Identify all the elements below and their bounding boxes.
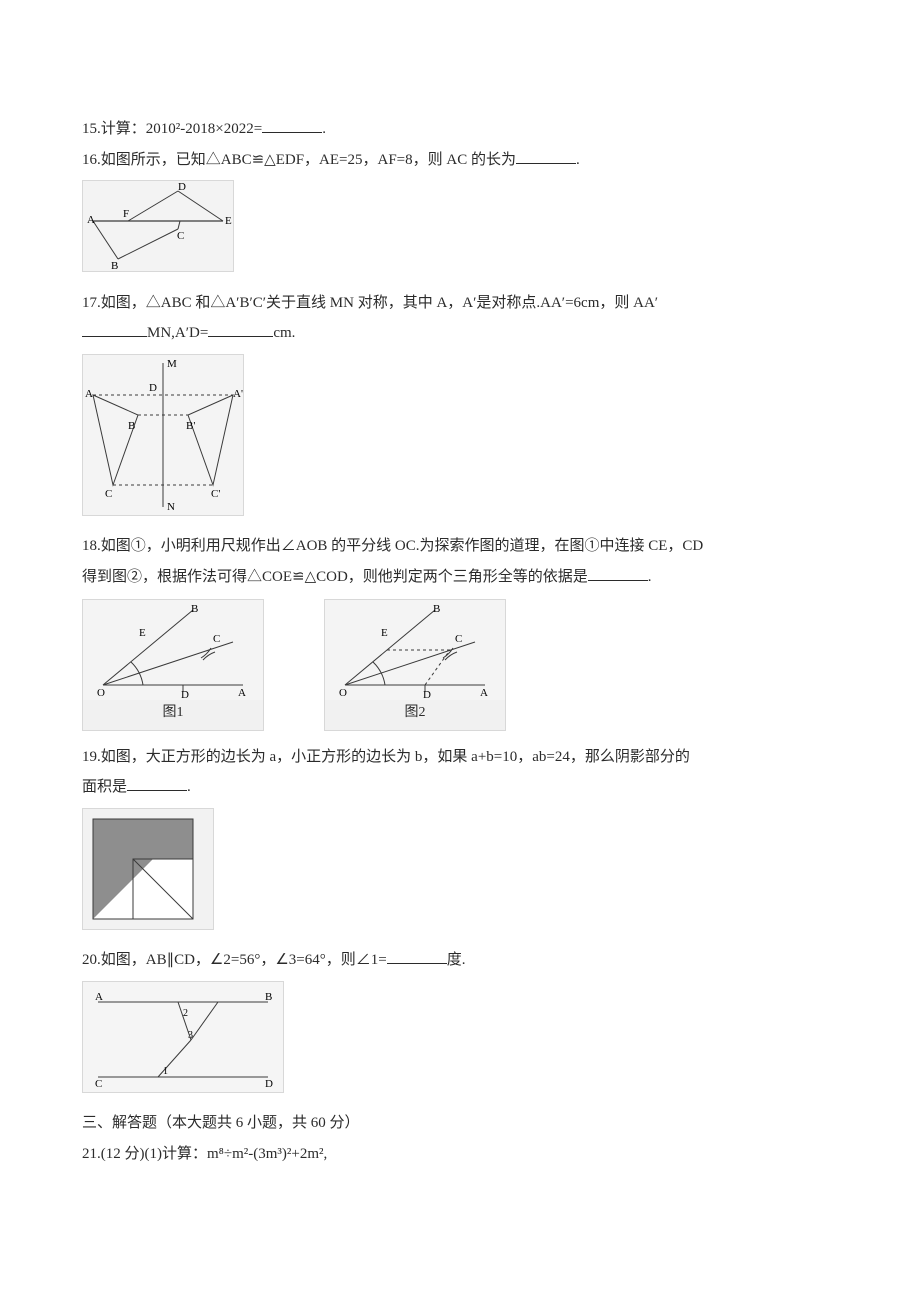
q19-text1: 19.如图，大正方形的边长为 a，小正方形的边长为 b，如果 a+b=10，ab… bbox=[82, 749, 690, 765]
svg-text:A: A bbox=[95, 991, 103, 1003]
svg-text:D: D bbox=[181, 689, 189, 700]
q16-tail: . bbox=[576, 152, 580, 168]
q17-figure: M N A A' B B' C C' D bbox=[82, 354, 244, 516]
svg-text:C': C' bbox=[211, 488, 220, 500]
q16-line1: 16.如图所示，已知△ABC≌△EDF，AE=25，AF=8，则 AC 的长为. bbox=[82, 146, 838, 175]
svg-text:C: C bbox=[213, 633, 220, 645]
lblB: B bbox=[111, 260, 118, 271]
q17-line2: MN,A′D= cm. bbox=[82, 319, 838, 348]
q18-cap1: 图1 bbox=[83, 700, 263, 730]
q18-text1: 18.如图①，小明利用尺规作出∠AOB 的平分线 OC.为探索作图的道理，在图①… bbox=[82, 538, 703, 554]
svg-text:B': B' bbox=[186, 420, 195, 432]
q17-mid2: MN,A′D= bbox=[147, 325, 208, 341]
lblA: A bbox=[87, 214, 95, 226]
svg-text:D: D bbox=[265, 1078, 273, 1090]
svg-text:E: E bbox=[381, 627, 388, 639]
q18-cap2: 图2 bbox=[325, 700, 505, 730]
svg-text:1: 1 bbox=[163, 1066, 168, 1077]
q20-tail: 度. bbox=[447, 952, 466, 968]
svg-text:C: C bbox=[95, 1078, 102, 1090]
q20-line1: 20.如图，AB∥CD，∠2=56°，∠3=64°，则∠1= 度. bbox=[82, 946, 838, 975]
svg-text:E: E bbox=[139, 627, 146, 639]
svg-text:B: B bbox=[265, 991, 272, 1003]
q19-blank[interactable] bbox=[127, 774, 187, 792]
svg-text:O: O bbox=[339, 687, 347, 699]
svg-text:M: M bbox=[167, 358, 177, 370]
svg-text:N: N bbox=[167, 501, 175, 513]
lblD: D bbox=[178, 181, 186, 193]
q18-line1: 18.如图①，小明利用尺规作出∠AOB 的平分线 OC.为探索作图的道理，在图①… bbox=[82, 532, 838, 561]
svg-text:A: A bbox=[480, 687, 488, 699]
q17-text1: 17.如图，△ABC 和△A′B′C′关于直线 MN 对称，其中 A，A′是对称… bbox=[82, 295, 658, 311]
lblF: F bbox=[123, 208, 129, 220]
q18-text2: 得到图②，根据作法可得△COE≌△COD，则他判定两个三角形全等的依据是 bbox=[82, 569, 588, 585]
svg-text:2: 2 bbox=[183, 1008, 188, 1019]
q19-line2: 面积是. bbox=[82, 773, 838, 802]
q15-label: 15.计算： bbox=[82, 121, 146, 137]
q18-figures: O A B C D E 图1 O A B C D E 图2 bbox=[82, 595, 838, 737]
svg-text:A: A bbox=[85, 388, 93, 400]
q19-figure bbox=[82, 808, 214, 930]
svg-text:D: D bbox=[149, 382, 157, 394]
q17-blank1[interactable] bbox=[82, 320, 147, 338]
lblE: E bbox=[225, 215, 232, 227]
q17-tail2: cm. bbox=[273, 325, 295, 341]
q21-text: 21.(12 分)(1)计算：m⁸÷m²-(3m³)²+2m², bbox=[82, 1146, 327, 1162]
q17-blank2[interactable] bbox=[208, 320, 273, 338]
q15: 15.计算：2010²-2018×2022=. bbox=[82, 115, 838, 144]
svg-text:3: 3 bbox=[188, 1030, 193, 1041]
svg-text:C: C bbox=[455, 633, 462, 645]
q18-fig2: O A B C D E 图2 bbox=[324, 599, 506, 731]
q19-line1: 19.如图，大正方形的边长为 a，小正方形的边长为 b，如果 a+b=10，ab… bbox=[82, 743, 838, 772]
q16-text: 16.如图所示，已知△ABC≌△EDF，AE=25，AF=8，则 AC 的长为 bbox=[82, 152, 516, 168]
q20-figure: A B C D 2 3 1 bbox=[82, 981, 284, 1093]
q16-blank[interactable] bbox=[516, 146, 576, 164]
section3-heading: 三、解答题（本大题共 6 小题，共 60 分） bbox=[82, 1109, 838, 1138]
q18-tail: . bbox=[648, 569, 652, 585]
q17-line1: 17.如图，△ABC 和△A′B′C′关于直线 MN 对称，其中 A，A′是对称… bbox=[82, 289, 838, 318]
q19-tail: . bbox=[187, 779, 191, 795]
svg-text:B: B bbox=[191, 603, 198, 615]
svg-text:B: B bbox=[128, 420, 135, 432]
svg-text:A': A' bbox=[233, 388, 243, 400]
q16-figure: A F C E D B bbox=[82, 180, 234, 272]
q18-fig1: O A B C D E 图1 bbox=[82, 599, 264, 731]
q15-blank[interactable] bbox=[262, 116, 322, 134]
q18-line2: 得到图②，根据作法可得△COE≌△COD，则他判定两个三角形全等的依据是. bbox=[82, 563, 838, 592]
svg-text:O: O bbox=[97, 687, 105, 699]
q15-tail: . bbox=[322, 121, 326, 137]
svg-text:C: C bbox=[105, 488, 112, 500]
svg-text:B: B bbox=[433, 603, 440, 615]
q21-line: 21.(12 分)(1)计算：m⁸÷m²-(3m³)²+2m², bbox=[82, 1140, 838, 1169]
q18-blank[interactable] bbox=[588, 563, 648, 581]
svg-text:A: A bbox=[238, 687, 246, 699]
section3-text: 三、解答题（本大题共 6 小题，共 60 分） bbox=[82, 1115, 360, 1131]
q15-expr: 2010²-2018×2022= bbox=[146, 121, 262, 137]
q19-text2: 面积是 bbox=[82, 779, 127, 795]
q20-blank[interactable] bbox=[387, 947, 447, 965]
svg-text:D: D bbox=[423, 689, 431, 700]
q20-text1: 20.如图，AB∥CD，∠2=56°，∠3=64°，则∠1= bbox=[82, 952, 387, 968]
lblC: C bbox=[177, 230, 184, 242]
